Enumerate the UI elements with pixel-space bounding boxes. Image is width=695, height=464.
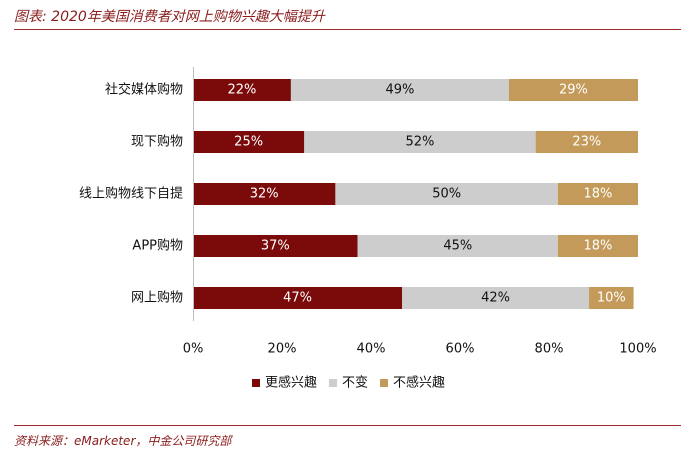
x-tick-label: 100%: [619, 342, 656, 357]
bar-value-label: 25%: [234, 135, 263, 150]
bar-value-label: 22%: [227, 83, 256, 98]
source-divider: [14, 425, 681, 426]
x-axis: 0% 20% 40% 60% 80% 100%: [183, 67, 657, 357]
category-label: 网上购物: [131, 290, 183, 306]
legend-label: 不感兴趣: [393, 375, 445, 391]
bar-value-label: 18%: [583, 187, 612, 202]
bar-segment: [535, 131, 638, 153]
x-tick-label: 60%: [446, 342, 475, 357]
bar-value-label: 18%: [583, 239, 612, 254]
bar-value-label: 45%: [443, 239, 472, 254]
x-tick-label: 40%: [357, 342, 386, 357]
title-divider: [14, 29, 681, 30]
bar-segment: [193, 183, 336, 205]
bar-segment: [193, 79, 291, 101]
category-label: APP购物: [132, 238, 183, 254]
bar-segment: [357, 235, 558, 257]
bar-value-label: 52%: [405, 135, 434, 150]
legend-swatch: [380, 379, 389, 387]
bar-value-label: 10%: [597, 291, 626, 306]
bar-value-label: 32%: [250, 187, 279, 202]
bar-value-label: 23%: [572, 135, 601, 150]
bar-value-label: 37%: [261, 239, 290, 254]
category-label: 现下购物: [131, 134, 183, 150]
legend-swatch: [329, 379, 338, 387]
bar-segment: [335, 183, 558, 205]
bar-value-label: 50%: [432, 187, 461, 202]
category-label: 社交媒体购物: [105, 82, 183, 98]
legend-swatch: [252, 379, 260, 387]
bar-segment: [508, 79, 638, 101]
x-tick-label: 80%: [535, 342, 564, 357]
bar-value-label: 42%: [481, 291, 510, 306]
x-tick-label: 20%: [268, 342, 297, 357]
bar-segment: [193, 287, 403, 309]
chart-title: 图表: 2020年美国消费者对网上购物兴趣大幅提升: [14, 9, 325, 25]
bar-segment: [557, 183, 638, 205]
bar-value-label: 29%: [559, 83, 588, 98]
x-tick-label: 0%: [183, 342, 204, 357]
legend: 更感兴趣 不变 不感兴趣: [252, 375, 445, 391]
bar-segment: [193, 131, 305, 153]
bar-segment: [557, 235, 638, 257]
bar-segment: [589, 287, 634, 309]
legend-label: 更感兴趣: [265, 375, 317, 391]
bar-value-label: 49%: [385, 83, 414, 98]
source-note: 资料来源：eMarketer，中金公司研究部: [14, 434, 232, 448]
bar-value-label: 47%: [283, 291, 312, 306]
bar-segment: [402, 287, 590, 309]
category-label: 线上购物线下自提: [79, 186, 183, 202]
legend-label: 不变: [342, 375, 368, 391]
bar-segment: [304, 131, 536, 153]
bar-segment: [290, 79, 509, 101]
bar-segment: [193, 235, 358, 257]
plot-area: 社交媒体购物 22% 49% 29% 现下购物 25% 52% 23% 线上购物线下自提 32% 5…: [79, 79, 638, 309]
